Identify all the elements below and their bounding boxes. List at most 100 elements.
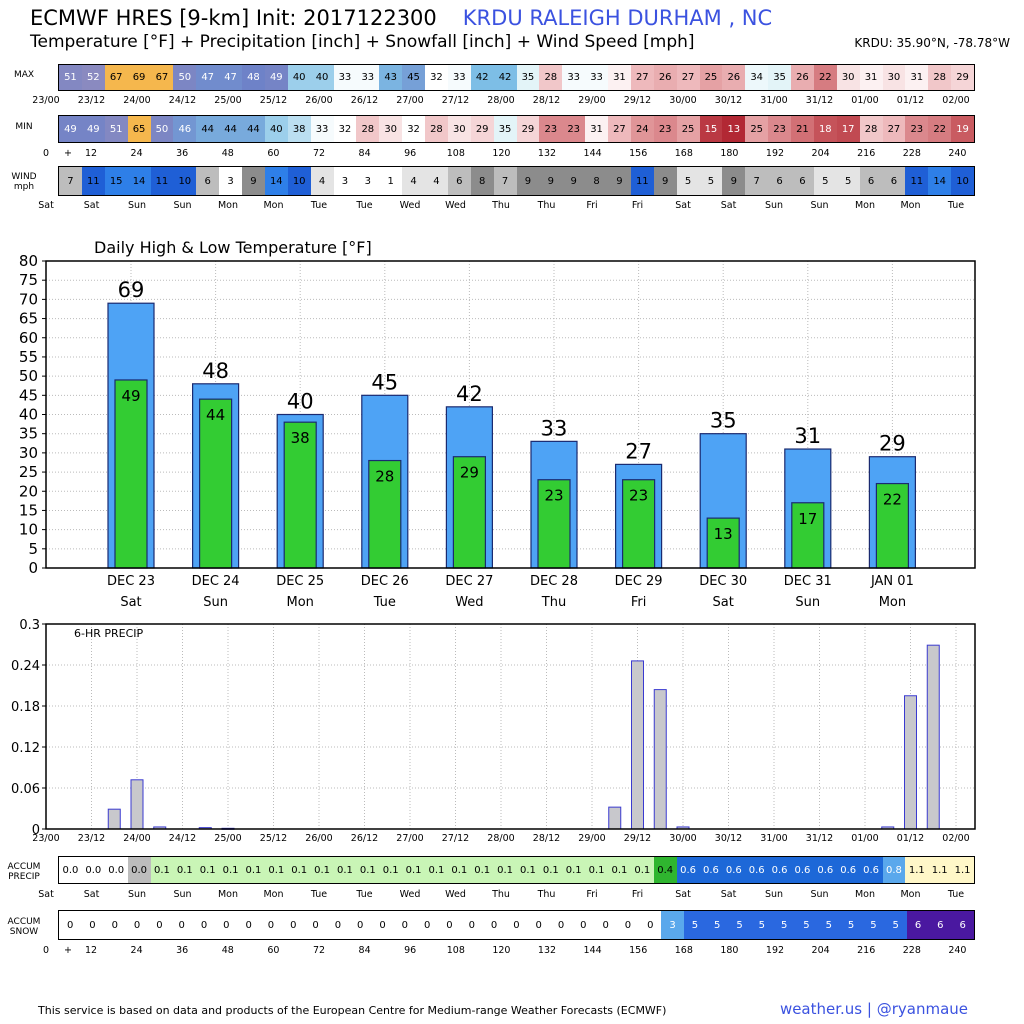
- date-tick: 24/12: [168, 95, 197, 106]
- hour-tick: 48: [221, 148, 234, 159]
- max-temp-strip: 51 52 67 69 67 50 47 47 48 49 40 40 33 33 43 45 32 33 42 42…: [58, 64, 975, 91]
- low-temp-bar: [452, 456, 486, 569]
- date-axis-top: 23/00 23/12 24/00 24/12 25/00 25/12 26/00 26/12…: [0, 95, 1024, 107]
- temp-category-label: DEC 27: [445, 574, 493, 589]
- day-tick: Fri: [586, 889, 598, 900]
- max-temp-cell: 35: [516, 65, 540, 90]
- hour-tick: 84: [358, 945, 371, 956]
- precip-bar: [130, 779, 144, 830]
- day-tick: Mon: [217, 889, 239, 900]
- temp-ytick-label: 10: [19, 521, 38, 539]
- precip-bar: [631, 660, 644, 830]
- wind-cell: 7: [493, 167, 517, 195]
- max-temp-cell: 27: [676, 65, 700, 90]
- temp-ytick-label: 70: [19, 290, 38, 308]
- date-tick: 27/12: [441, 95, 470, 106]
- hour-tick: 0: [42, 148, 50, 159]
- low-temp-label: 23: [544, 487, 563, 505]
- brand-link[interactable]: weather.us | @ryanmaue: [779, 1000, 968, 1018]
- day-tick: Wed: [399, 889, 421, 900]
- low-temp-bar: [621, 479, 656, 569]
- max-temp-cell: 50: [173, 65, 197, 90]
- min-temp-cell: 35: [493, 116, 517, 142]
- low-temp-bar: [114, 379, 148, 569]
- hour-tick: 144: [583, 945, 602, 956]
- max-temp-cell: 27: [630, 65, 654, 90]
- hour-tick: 240: [948, 945, 967, 956]
- precip-ytick-label: 0.3: [19, 618, 40, 633]
- precip-ytick-label: 0: [32, 823, 40, 838]
- accum-snow-cell: 5: [817, 911, 840, 939]
- min-temp-cell: 23: [562, 116, 586, 142]
- day-tick: Mon: [854, 889, 876, 900]
- precip-date-tick: 23/00: [32, 833, 59, 844]
- accum-precip-cell: 0.1: [447, 857, 471, 883]
- max-temp-cell: 45: [402, 65, 425, 90]
- low-temp-label: 49: [121, 387, 140, 405]
- min-temp-strip: 49 49 51 65 50 46 44 44 44 40 38 33 32 28 30 32 28 30 29 35…: [58, 115, 975, 143]
- hour-axis-bottom: 0 +12 24 36 48 60 72 84 96 108 120 132 144 156 168 180 1…: [0, 945, 1024, 957]
- day-tick: Tue: [310, 889, 328, 900]
- accum-snow-label-line1: ACCUM: [7, 917, 41, 927]
- accum-snow-label: ACCUM SNOW: [2, 917, 46, 937]
- date-tick: 30/00: [669, 95, 697, 106]
- temp-ytick-label: 30: [19, 444, 38, 462]
- accum-precip-cell: 0.1: [356, 857, 380, 883]
- date-tick: 29/00: [578, 95, 606, 106]
- wind-cell: 8: [470, 167, 494, 195]
- accum-precip-cell: 0.4: [653, 857, 677, 883]
- temp-chart-title: Daily High & Low Temperature [°F]: [94, 238, 372, 257]
- precip-date-tick: 28/00: [487, 833, 514, 844]
- accum-precip-strip: 0.0 0.0 0.0 0.0 0.1 0.1 0.1 0.1 0.1 0.1 0.1 0.1 0.1 0…: [58, 856, 975, 884]
- date-tick: 24/00: [123, 95, 151, 106]
- hour-tick: 216: [857, 945, 876, 956]
- temp-plot-frame: [45, 260, 976, 569]
- temp-ytick-label: 60: [19, 329, 38, 347]
- low-temp-bar: [199, 398, 233, 569]
- temp-ytick-label: 65: [19, 310, 38, 328]
- hour-tick: 144: [583, 148, 602, 159]
- wind-strip: 7 11 15 14 11 10 6 3 9 14 10 4 3 3 1 4 4 6 8 7 9 9 9 8 9 11 9 5 5 9 7 6…: [58, 166, 975, 196]
- hour-tick: 156: [629, 945, 648, 956]
- wind-label: WIND mph: [4, 172, 44, 192]
- max-temp-cell: 32: [425, 65, 448, 90]
- max-temp-cell: 30: [836, 65, 860, 90]
- min-temp-cell: 30: [379, 116, 403, 142]
- accum-precip-cell: 0.1: [585, 857, 608, 883]
- max-temp-cell: 33: [447, 65, 471, 90]
- max-temp-cell: 26: [722, 65, 746, 90]
- accum-snow-cell: 5: [839, 911, 863, 939]
- hour-tick: 228: [902, 945, 921, 956]
- accum-precip-cell: 0.1: [150, 857, 174, 883]
- accum-snow-cell: 0: [527, 911, 550, 939]
- day-tick: Sat: [38, 200, 54, 211]
- accum-precip-cell: 0.1: [425, 857, 448, 883]
- accum-precip-cell: 1.1: [928, 857, 952, 883]
- temp-category-label: DEC 26: [361, 574, 409, 589]
- min-temp-cell: 24: [630, 116, 654, 142]
- accum-snow-cell: 0: [304, 911, 327, 939]
- hour-tick: 204: [811, 148, 830, 159]
- wind-cell: 9: [722, 167, 746, 195]
- accum-snow-cell: 0: [460, 911, 483, 939]
- accum-precip-cell: 0.0: [81, 857, 105, 883]
- day-tick: Sun: [810, 200, 829, 211]
- high-temp-label: 35: [710, 409, 737, 433]
- accum-snow-cell: 0: [103, 911, 126, 939]
- accum-precip-cell: 0.1: [608, 857, 631, 883]
- hour-tick: 84: [358, 148, 371, 159]
- temp-category-label: DEC 23: [107, 574, 155, 589]
- max-temp-cell: 33: [585, 65, 608, 90]
- temp-ytick-label: 75: [19, 271, 38, 289]
- precip-date-tick: 31/00: [760, 833, 787, 844]
- hour-tick: 180: [720, 148, 739, 159]
- temp-ytick-label: 50: [19, 367, 38, 385]
- min-temp-cell: 28: [356, 116, 380, 142]
- date-tick: 29/12: [623, 95, 652, 106]
- accum-snow-cell: 0: [416, 911, 439, 939]
- accum-snow-label-line2: SNOW: [9, 927, 39, 937]
- temp-weekday-label: Tue: [373, 595, 396, 610]
- min-label: MIN: [15, 122, 33, 132]
- accum-snow-cell: 0: [572, 911, 595, 939]
- min-temp-cell: 19: [951, 116, 974, 142]
